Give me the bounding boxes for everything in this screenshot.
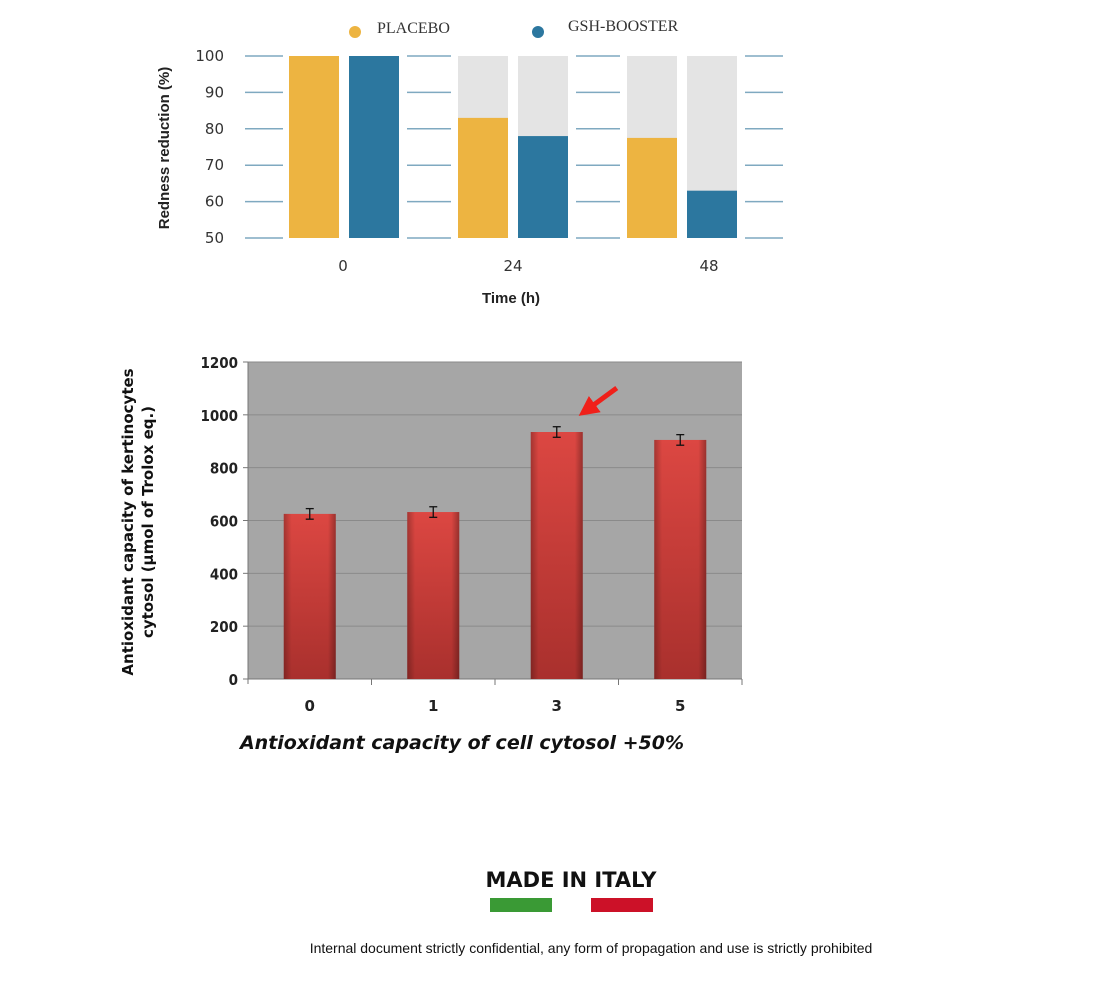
confidential-notice: Internal document strictly confidential,… [309, 940, 873, 956]
legend-label: PLACEBO [377, 20, 450, 37]
y-tick-label: 90 [205, 83, 224, 101]
flag-red-stripe [591, 898, 653, 912]
y-tick-label: 800 [210, 460, 238, 478]
bar-shade [407, 512, 460, 679]
redness-chart: 50 60 70 80 90 100 0 24 48 Time (h) Redness reduct… [156, 18, 783, 307]
y-tick-label: 400 [210, 565, 238, 583]
x-axis-title: Time (h) [482, 290, 540, 307]
x-tick-label: 24 [503, 257, 522, 275]
flag-green-stripe [490, 898, 552, 912]
y-tick-label: 600 [210, 513, 238, 531]
red-arrow-icon [578, 385, 619, 416]
legend-label: GSH-BOOSTER [568, 18, 679, 35]
y-tick-label: 60 [205, 193, 224, 211]
y-tick-label: 1000 [200, 407, 238, 425]
bar-shade [283, 513, 336, 679]
bar-placebo [627, 137, 677, 238]
y-axis-title-line: Antioxidant capacity of kertinocytes [119, 368, 137, 675]
bar-placebo [458, 117, 508, 238]
x-tick-label: 0 [338, 257, 348, 275]
y-axis-title: Antioxidant capacity of kertinocytes cyto… [119, 368, 157, 675]
x-tick-label: 48 [699, 257, 718, 275]
bar-shade [654, 439, 707, 679]
x-tick-label: 5 [675, 697, 685, 715]
y-tick-label: 80 [205, 120, 224, 138]
x-axis-title: Antioxidant capacity of cell cytosol +50… [238, 732, 684, 754]
x-tick-label: 3 [552, 697, 562, 715]
y-tick-label: 70 [205, 156, 224, 174]
y-tick-label: 200 [210, 618, 238, 636]
y-tick-label: 0 [229, 671, 238, 689]
bar-gsh-booster [518, 136, 568, 238]
y-axis-title: Redness reduction (%) [156, 67, 173, 230]
y-tick-label: 1200 [200, 354, 238, 372]
x-tick-label: 1 [428, 697, 438, 715]
made-in-italy-label: MADE IN ITALY [485, 868, 657, 892]
bar-gsh-booster [349, 56, 399, 238]
bar-placebo [289, 56, 339, 238]
bar-shade [530, 432, 583, 679]
legend-marker [532, 26, 544, 38]
bar-gsh-booster [687, 190, 737, 238]
x-tick-label: 0 [305, 697, 315, 715]
y-tick-label: 100 [195, 47, 224, 65]
legend-marker [349, 26, 361, 38]
y-tick-label: 50 [205, 229, 224, 247]
y-axis-title-line: cytosol (µmol of Trolox eq.) [139, 406, 157, 638]
